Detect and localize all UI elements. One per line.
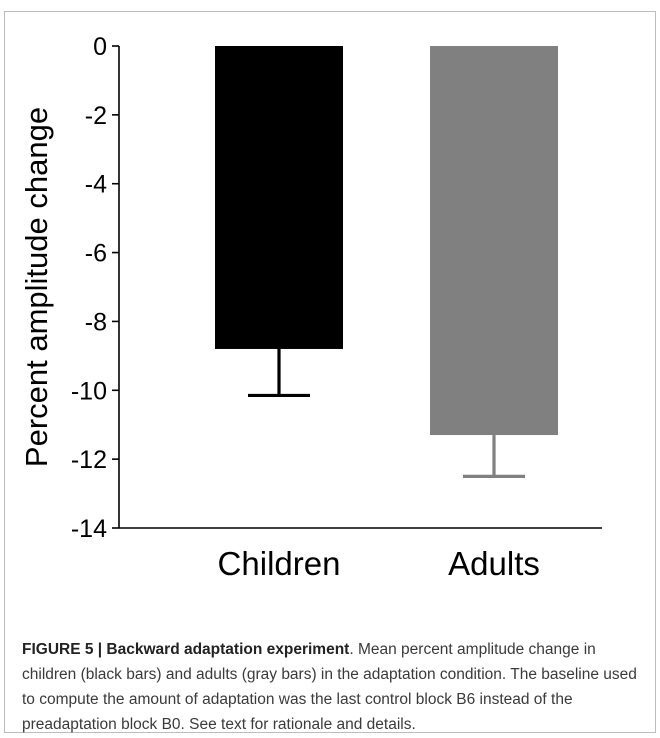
y-tick-label: -6 xyxy=(85,240,107,268)
y-tick-label: -14 xyxy=(71,515,107,543)
y-tick-label: -10 xyxy=(71,377,107,405)
y-tick-label: -4 xyxy=(85,171,107,199)
bar-children xyxy=(215,46,343,349)
figure-caption: FIGURE 5 | Backward adaptation experimen… xyxy=(22,637,642,737)
y-axis-label: Percent amplitude change xyxy=(19,107,54,467)
caption-text: . Mean percent amplitude change in child… xyxy=(22,641,637,733)
chart-ticks: 0 -2 -4 -6 -8 -10 -12 -14 xyxy=(71,33,119,543)
y-tick-label: 0 xyxy=(93,33,107,61)
caption-label: FIGURE 5 | Backward adaptation experimen… xyxy=(22,641,350,658)
bar-adults xyxy=(430,46,558,436)
y-tick-label: -2 xyxy=(85,102,107,130)
y-tick-label: -12 xyxy=(71,446,107,474)
category-label-adults: Adults xyxy=(448,545,540,582)
chart-bars xyxy=(215,46,558,478)
y-tick-label: -8 xyxy=(85,308,107,336)
chart-category-labels: Children Adults xyxy=(218,545,540,582)
category-label-children: Children xyxy=(218,545,341,582)
chart-axes xyxy=(118,46,602,529)
bar-chart: 0 -2 -4 -6 -8 -10 -12 -14 Children Adults Percen… xyxy=(19,33,602,582)
